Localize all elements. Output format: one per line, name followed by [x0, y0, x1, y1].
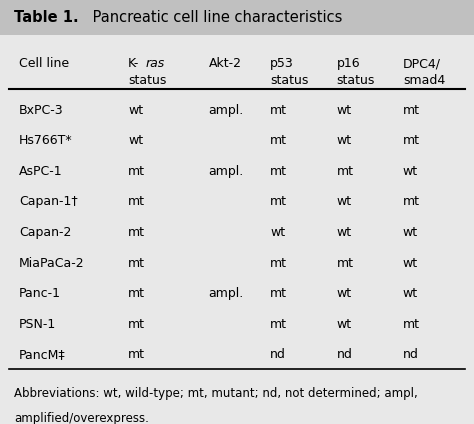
Text: mt: mt: [128, 195, 145, 209]
Text: mt: mt: [270, 318, 287, 331]
Text: Table 1.: Table 1.: [14, 10, 79, 25]
Text: mt: mt: [270, 104, 287, 117]
Text: mt: mt: [128, 226, 145, 239]
Text: wt: wt: [337, 134, 352, 148]
Text: Abbreviations: wt, wild-type; mt, mutant; nd, not determined; ampl,: Abbreviations: wt, wild-type; mt, mutant…: [14, 387, 418, 400]
Text: wt: wt: [337, 104, 352, 117]
Text: ampl.: ampl.: [209, 104, 244, 117]
Text: amplified/overexpress.: amplified/overexpress.: [14, 412, 149, 424]
Text: Pancreatic cell line characteristics: Pancreatic cell line characteristics: [88, 10, 342, 25]
Text: smad4: smad4: [403, 74, 445, 87]
Text: p53: p53: [270, 57, 294, 70]
Text: BxPC-3: BxPC-3: [19, 104, 64, 117]
Text: wt: wt: [337, 287, 352, 300]
Text: mt: mt: [403, 104, 420, 117]
Text: mt: mt: [403, 195, 420, 209]
Text: AsPC-1: AsPC-1: [19, 165, 63, 178]
Text: mt: mt: [270, 287, 287, 300]
Text: mt: mt: [337, 165, 354, 178]
Text: mt: mt: [270, 165, 287, 178]
Text: Hs766T*: Hs766T*: [19, 134, 73, 148]
Text: wt: wt: [403, 257, 418, 270]
Text: ampl.: ampl.: [209, 287, 244, 300]
Text: nd: nd: [270, 348, 286, 361]
Text: wt: wt: [403, 287, 418, 300]
Text: mt: mt: [337, 257, 354, 270]
Text: ampl.: ampl.: [209, 165, 244, 178]
Text: DPC4/: DPC4/: [403, 57, 441, 70]
Text: PSN-1: PSN-1: [19, 318, 56, 331]
Text: wt: wt: [337, 226, 352, 239]
Text: Akt-2: Akt-2: [209, 57, 242, 70]
Text: mt: mt: [270, 134, 287, 148]
Text: mt: mt: [270, 195, 287, 209]
Text: wt: wt: [270, 226, 285, 239]
Text: Cell line: Cell line: [19, 57, 69, 70]
Text: wt: wt: [403, 165, 418, 178]
Text: status: status: [337, 74, 375, 87]
Text: mt: mt: [270, 257, 287, 270]
Text: mt: mt: [128, 165, 145, 178]
Text: ras: ras: [146, 57, 165, 70]
Text: p16: p16: [337, 57, 360, 70]
FancyBboxPatch shape: [0, 0, 474, 35]
Text: mt: mt: [128, 257, 145, 270]
Text: mt: mt: [128, 348, 145, 361]
Text: status: status: [270, 74, 309, 87]
Text: K-: K-: [128, 57, 139, 70]
Text: mt: mt: [403, 134, 420, 148]
Text: Capan-2: Capan-2: [19, 226, 71, 239]
Text: PancM‡: PancM‡: [19, 348, 66, 361]
Text: nd: nd: [403, 348, 419, 361]
Text: wt: wt: [403, 226, 418, 239]
Text: Panc-1: Panc-1: [19, 287, 61, 300]
Text: nd: nd: [337, 348, 352, 361]
Text: wt: wt: [128, 104, 143, 117]
Text: mt: mt: [128, 287, 145, 300]
Text: status: status: [128, 74, 166, 87]
Text: mt: mt: [403, 318, 420, 331]
Text: Capan-1†: Capan-1†: [19, 195, 78, 209]
Text: wt: wt: [128, 134, 143, 148]
Text: MiaPaCa-2: MiaPaCa-2: [19, 257, 84, 270]
Text: mt: mt: [128, 318, 145, 331]
Text: wt: wt: [337, 195, 352, 209]
Text: wt: wt: [337, 318, 352, 331]
